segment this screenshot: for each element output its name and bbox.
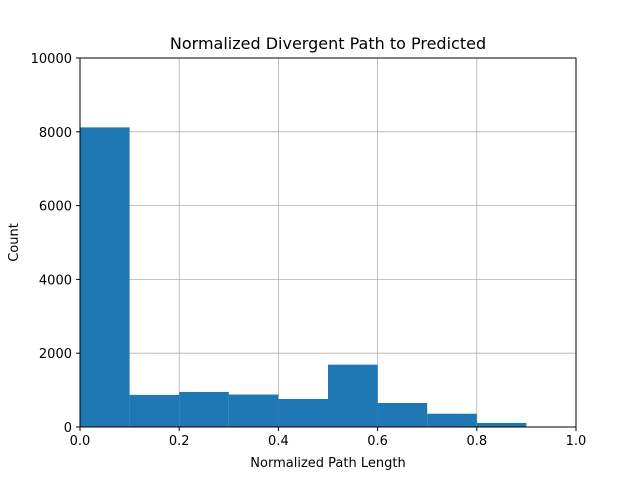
histogram-bar: [179, 391, 229, 427]
tick-layer: 0.0 0.2 0.4 0.6 0.8 1.0 0 2000 4000 6000 8000 10000: [31, 52, 587, 449]
histogram-bar: [80, 127, 130, 427]
y-tick-label: 8000: [39, 126, 72, 141]
histogram-bar: [328, 364, 378, 427]
grid-layer: [79, 57, 577, 428]
histogram-bar: [228, 394, 279, 427]
x-tick-label: 0.4: [268, 434, 289, 449]
x-tick-label: 0.2: [169, 434, 190, 449]
histogram-bar: [476, 422, 527, 427]
y-tick-label: 10000: [31, 52, 72, 67]
x-tick-label: 0.6: [367, 434, 388, 449]
histogram-bar: [278, 398, 328, 427]
x-tick-label: 0.8: [466, 434, 487, 449]
x-tick-label: 0.0: [70, 434, 91, 449]
y-tick-label: 2000: [39, 347, 72, 362]
chart-title: Normalized Divergent Path to Predicted: [170, 34, 486, 53]
histogram-bar: [377, 403, 428, 427]
y-axis-label: Count: [7, 223, 22, 262]
x-axis-label: Normalized Path Length: [250, 456, 405, 471]
x-tick-label: 1.0: [566, 434, 587, 449]
y-tick-label: 0: [64, 421, 72, 436]
histogram-bar: [129, 394, 180, 427]
y-tick-label: 6000: [39, 200, 72, 215]
y-tick-label: 4000: [39, 273, 72, 288]
bar-layer: [80, 127, 527, 427]
plot-frame: [79, 57, 577, 428]
histogram-bar: [427, 413, 477, 427]
